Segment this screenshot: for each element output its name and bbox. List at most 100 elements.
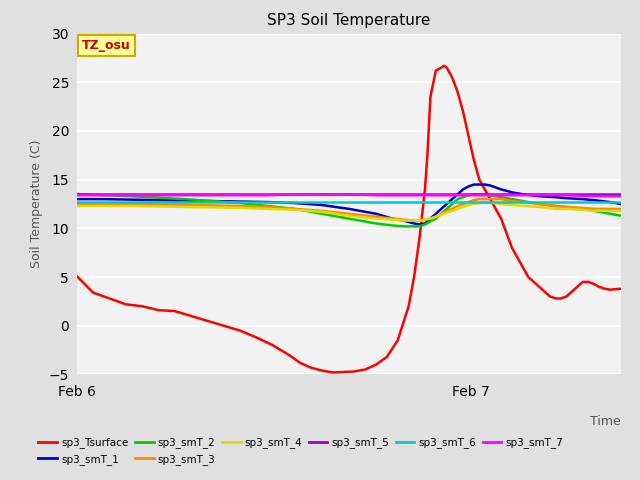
sp3_smT_7 xyxy=(73,192,81,198)
sp3_smT_6 xyxy=(508,199,516,205)
sp3_smT_1 xyxy=(432,211,440,216)
sp3_smT_1 xyxy=(410,221,418,227)
sp3_smT_3 xyxy=(182,202,189,208)
sp3_smT_4 xyxy=(236,205,244,211)
sp3_smT_7 xyxy=(372,192,380,198)
sp3_smT_4 xyxy=(492,200,500,206)
sp3_smT_4 xyxy=(476,200,483,206)
sp3_smT_2 xyxy=(318,211,326,216)
sp3_smT_3 xyxy=(606,206,614,212)
sp3_smT_3 xyxy=(416,217,424,223)
sp3_smT_7 xyxy=(563,192,570,198)
sp3_smT_1 xyxy=(416,222,424,228)
sp3_smT_3 xyxy=(460,201,467,207)
sp3_smT_1 xyxy=(492,185,500,191)
sp3_smT_2 xyxy=(209,198,216,204)
sp3_smT_4 xyxy=(73,203,81,209)
sp3_smT_7 xyxy=(399,192,407,198)
sp3_smT_1 xyxy=(519,192,527,197)
sp3_smT_3 xyxy=(535,201,543,207)
sp3_smT_3 xyxy=(291,206,298,212)
sp3_smT_1 xyxy=(372,211,380,216)
sp3_smT_2 xyxy=(264,203,271,209)
sp3_smT_3 xyxy=(209,203,216,208)
sp3_smT_5 xyxy=(454,192,461,197)
sp3_smT_7 xyxy=(589,193,597,199)
sp3_smT_1 xyxy=(563,195,570,201)
sp3_smT_4 xyxy=(535,204,543,210)
sp3_Tsurface xyxy=(440,63,448,69)
sp3_smT_1 xyxy=(497,187,505,192)
sp3_smT_7 xyxy=(100,192,108,198)
sp3_smT_7 xyxy=(454,192,461,198)
sp3_smT_4 xyxy=(563,206,570,212)
sp3_smT_2 xyxy=(443,206,451,212)
sp3_smT_1 xyxy=(291,200,298,206)
sp3_smT_7 xyxy=(535,192,543,198)
sp3_smT_6 xyxy=(127,199,135,205)
sp3_smT_3 xyxy=(100,201,108,207)
sp3_smT_2 xyxy=(465,192,472,198)
sp3_smT_6 xyxy=(236,199,244,205)
sp3_smT_4 xyxy=(416,217,424,223)
sp3_smT_2 xyxy=(154,195,162,201)
sp3_smT_7 xyxy=(236,192,244,198)
Line: sp3_smT_4: sp3_smT_4 xyxy=(77,202,621,220)
sp3_smT_6 xyxy=(291,199,298,205)
sp3_smT_4 xyxy=(497,201,505,207)
sp3_smT_1 xyxy=(264,199,271,205)
sp3_smT_1 xyxy=(448,196,456,202)
sp3_smT_1 xyxy=(127,197,135,203)
sp3_smT_1 xyxy=(579,196,587,202)
Line: sp3_smT_7: sp3_smT_7 xyxy=(77,194,621,196)
sp3_smT_3 xyxy=(492,196,500,202)
sp3_smT_1 xyxy=(454,192,461,197)
sp3_smT_3 xyxy=(497,196,505,202)
sp3_smT_2 xyxy=(470,192,477,197)
sp3_smT_4 xyxy=(127,203,135,209)
Legend: sp3_Tsurface, sp3_smT_1, sp3_smT_2, sp3_smT_3, sp3_smT_4, sp3_smT_5, sp3_smT_6, : sp3_Tsurface, sp3_smT_1, sp3_smT_2, sp3_… xyxy=(38,438,563,465)
sp3_smT_4 xyxy=(291,207,298,213)
sp3_Tsurface xyxy=(432,68,440,73)
sp3_smT_6 xyxy=(399,199,407,205)
sp3_smT_3 xyxy=(372,214,380,219)
sp3_smT_5 xyxy=(182,192,189,197)
sp3_smT_2 xyxy=(127,193,135,199)
sp3_smT_2 xyxy=(519,198,527,204)
sp3_smT_4 xyxy=(589,208,597,214)
sp3_smT_4 xyxy=(432,214,440,219)
sp3_smT_7 xyxy=(481,192,489,198)
sp3_smT_1 xyxy=(476,181,483,187)
sp3_smT_2 xyxy=(410,224,418,229)
sp3_smT_2 xyxy=(448,201,456,207)
sp3_smT_2 xyxy=(460,194,467,200)
sp3_smT_2 xyxy=(589,208,597,214)
sp3_smT_3 xyxy=(617,206,625,212)
sp3_smT_2 xyxy=(454,196,461,202)
sp3_smT_2 xyxy=(617,213,625,218)
sp3_smT_7 xyxy=(427,192,435,198)
sp3_smT_1 xyxy=(508,190,516,195)
sp3_smT_1 xyxy=(100,196,108,202)
sp3_smT_3 xyxy=(399,216,407,222)
sp3_smT_2 xyxy=(438,211,445,216)
sp3_smT_1 xyxy=(318,202,326,208)
sp3_smT_4 xyxy=(318,209,326,215)
sp3_smT_4 xyxy=(438,212,445,217)
sp3_smT_4 xyxy=(465,202,472,208)
sp3_smT_3 xyxy=(236,203,244,209)
sp3_smT_4 xyxy=(448,208,456,214)
sp3_smT_3 xyxy=(470,197,477,203)
sp3_smT_2 xyxy=(497,194,505,200)
sp3_smT_1 xyxy=(617,201,625,207)
sp3_smT_5 xyxy=(127,192,135,197)
sp3_smT_3 xyxy=(589,206,597,212)
sp3_smT_1 xyxy=(481,181,489,187)
sp3_smT_3 xyxy=(127,201,135,207)
sp3_smT_4 xyxy=(421,216,429,222)
sp3_smT_3 xyxy=(388,216,396,221)
sp3_Tsurface xyxy=(318,368,326,373)
sp3_smT_2 xyxy=(372,221,380,227)
sp3_smT_7 xyxy=(209,192,216,198)
sp3_smT_4 xyxy=(182,204,189,210)
